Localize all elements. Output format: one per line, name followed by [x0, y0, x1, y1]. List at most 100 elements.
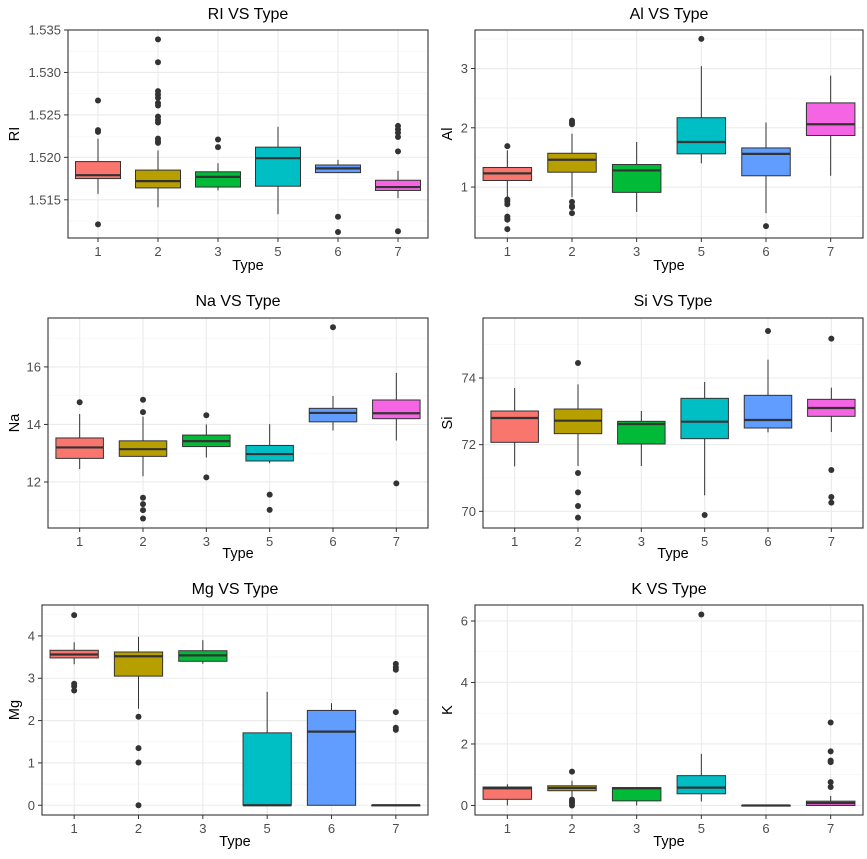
- y-tick-label: 1.525: [28, 107, 61, 122]
- outlier-point: [140, 501, 146, 508]
- y-tick-label: 6: [461, 613, 468, 628]
- iqr-box: [805, 102, 856, 136]
- outlier-point: [215, 144, 221, 151]
- y-tick-label: 70: [462, 504, 476, 519]
- box-type-5: [245, 424, 294, 513]
- y-axis-title: Al: [440, 128, 456, 141]
- outlier-point: [504, 143, 511, 150]
- outlier-point: [95, 128, 101, 135]
- x-tick-label: 3: [633, 821, 640, 836]
- box-type-5: [676, 611, 727, 802]
- outlier-point: [71, 683, 78, 690]
- outlier-point: [827, 784, 834, 791]
- outlier-point: [135, 802, 142, 809]
- outlier-point: [504, 226, 511, 233]
- box-type-7: [805, 75, 856, 176]
- box-type-3: [617, 411, 666, 466]
- outlier-point: [135, 745, 142, 752]
- x-tick-label: 7: [394, 244, 401, 259]
- box-type-3: [182, 412, 231, 481]
- plot-background: [68, 30, 428, 238]
- box-type-1: [490, 388, 539, 467]
- iqr-box: [482, 786, 533, 800]
- y-axis-title: K: [440, 705, 456, 715]
- y-tick-label: 2: [28, 713, 35, 728]
- outlier-point: [828, 494, 835, 500]
- outlier-point: [698, 35, 705, 42]
- y-axis-title: Na: [7, 413, 23, 432]
- box-type-7: [371, 660, 421, 807]
- panel-border: [474, 29, 864, 239]
- panel-si-vs-type: 70 72 74 1 2 3 5 6 7 Si VS Type Type Si: [440, 293, 864, 562]
- x-tick-label: 7: [392, 821, 399, 836]
- outlier-point: [330, 324, 336, 331]
- outlier-point: [827, 779, 834, 786]
- box-type-6: [741, 122, 791, 230]
- outlier-point: [140, 396, 146, 403]
- x-tick-label: 1: [71, 821, 78, 836]
- x-axis-title: Type: [653, 258, 684, 274]
- y-tick-label: 2: [461, 120, 468, 135]
- iqr-box: [741, 147, 791, 177]
- outlier-point: [215, 136, 221, 143]
- iqr-box: [375, 179, 421, 191]
- outlier-point: [575, 360, 581, 366]
- y-tick-label: 3: [461, 61, 468, 76]
- outlier-point: [135, 759, 142, 766]
- outlier-point: [395, 133, 401, 140]
- box-type-3: [611, 787, 662, 806]
- outlier-point: [71, 612, 78, 619]
- y-tick-label: 14: [27, 417, 41, 432]
- outlier-point: [140, 409, 146, 416]
- x-tick-label: 2: [568, 821, 575, 836]
- outlier-point: [569, 204, 575, 211]
- outlier-point: [504, 201, 511, 208]
- y-axis-title: Mg: [7, 700, 23, 720]
- x-tick-label: 3: [214, 244, 221, 259]
- y-tick-label: 1.520: [28, 150, 61, 165]
- y-tick-label: 1.535: [28, 23, 61, 38]
- iqr-box: [676, 117, 727, 155]
- y-tick-label: 1.515: [28, 192, 61, 207]
- iqr-box: [242, 732, 292, 806]
- x-tick-label: 1: [76, 534, 83, 549]
- panel-border: [47, 317, 429, 529]
- panel-border: [474, 604, 864, 816]
- box-type-3: [611, 142, 662, 212]
- box-type-3: [178, 640, 228, 664]
- plot-background: [475, 605, 863, 815]
- chart-title: Si VS Type: [634, 293, 713, 310]
- iqr-box: [611, 164, 662, 193]
- x-tick-label: 6: [764, 534, 771, 549]
- outlier-point: [827, 748, 834, 755]
- box-type-1: [482, 784, 533, 806]
- panel-border: [67, 29, 429, 239]
- x-axis-title: Type: [232, 258, 263, 274]
- plot-background: [483, 318, 863, 528]
- box-type-6: [306, 703, 357, 806]
- outlier-point: [395, 129, 401, 136]
- panel-k-vs-type: 0 2 4 6 1 2 3 5 6 7 K VS Type Type K: [440, 581, 864, 850]
- x-tick-label: 2: [139, 534, 146, 549]
- box-type-5: [242, 691, 292, 807]
- x-tick-label: 5: [698, 244, 705, 259]
- x-tick-label: 3: [199, 821, 206, 836]
- x-tick-label: 2: [154, 244, 161, 259]
- iqr-box: [135, 169, 181, 189]
- outlier-point: [395, 228, 401, 235]
- x-tick-label: 5: [701, 534, 708, 549]
- outlier-point: [828, 335, 835, 342]
- y-tick-label: 1: [461, 180, 468, 195]
- box-type-5: [255, 126, 301, 215]
- outlier-point: [335, 229, 341, 236]
- y-tick-label: 0: [461, 798, 468, 813]
- outlier-point: [504, 216, 511, 223]
- outlier-point: [135, 713, 142, 720]
- box-type-2: [547, 768, 597, 809]
- outlier-point: [575, 489, 581, 496]
- x-tick-label: 7: [393, 534, 400, 549]
- y-tick-label: 72: [462, 437, 476, 452]
- outlier-point: [828, 499, 835, 506]
